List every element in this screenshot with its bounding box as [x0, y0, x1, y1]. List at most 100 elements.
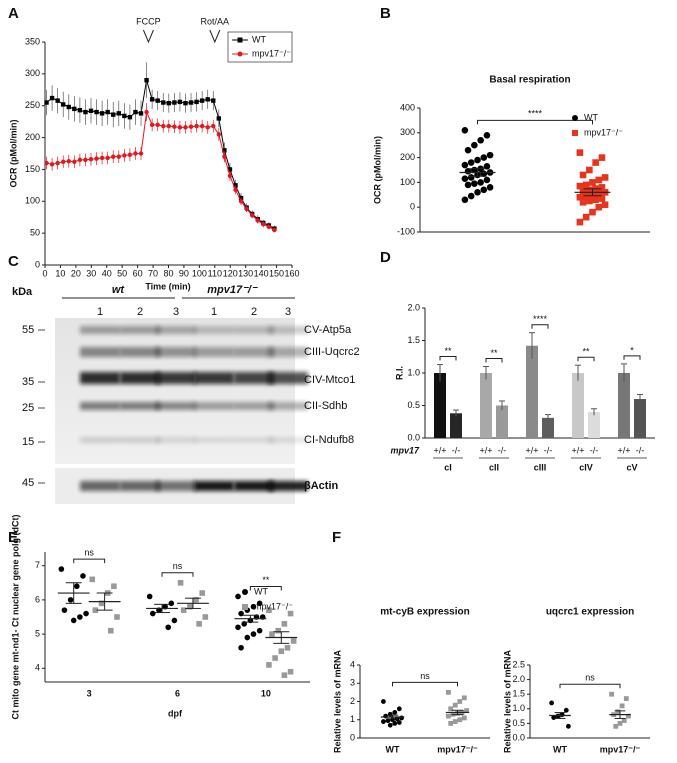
bar: [480, 373, 492, 438]
data-point: [180, 607, 187, 613]
significance-bracket: [623, 355, 641, 360]
data-point: [467, 159, 475, 166]
data-point: [55, 98, 60, 103]
bar: [496, 405, 508, 438]
data-point: [114, 614, 120, 620]
lane-label: 3: [173, 306, 179, 318]
data-point: [92, 607, 99, 613]
data-point: [592, 159, 599, 166]
band-label: CV-Atp5a: [304, 324, 352, 336]
data-point: [177, 99, 183, 105]
lane-label: 2: [137, 306, 143, 318]
x-axis-label: Time (min): [145, 281, 190, 291]
data-point: [592, 196, 599, 204]
y-tick-label: 2: [350, 696, 355, 706]
significance-label: ns: [173, 561, 183, 571]
x-tick-label: cII: [489, 462, 499, 472]
blot-band: [234, 347, 274, 357]
data-point: [77, 614, 83, 620]
y-tick-label: 300: [400, 127, 415, 137]
data-point: [477, 179, 484, 186]
data-point: [149, 610, 156, 617]
data-point: [222, 154, 227, 159]
data-point: [94, 109, 99, 115]
data-point: [589, 179, 596, 186]
data-point: [579, 187, 587, 195]
data-point: [44, 100, 49, 105]
data-point: [99, 111, 105, 116]
x-tick-label: 90: [179, 268, 189, 278]
significance-label: **: [262, 575, 270, 585]
y-tick-label: 1.5: [407, 335, 420, 345]
data-point: [595, 203, 603, 211]
y-tick-label: 300: [25, 68, 40, 78]
blot-band: [80, 437, 120, 443]
significance-label: ns: [420, 671, 430, 681]
data-point: [144, 109, 149, 115]
blot-band: [120, 372, 160, 384]
x-tick-label: 140: [254, 268, 269, 278]
x-tick-label: mpv17⁻/⁻: [437, 744, 478, 754]
blot-band: [80, 372, 120, 384]
data-point: [626, 713, 631, 719]
bar: [526, 345, 538, 438]
data-point: [281, 672, 288, 678]
blot-band: [268, 347, 308, 357]
y-axis-label: Ct mito gene mt-nd1- Ct nuclear gene pol…: [10, 515, 20, 720]
blot-band: [120, 402, 160, 410]
data-point: [61, 159, 66, 164]
data-point: [582, 213, 590, 221]
significance-label: ****: [528, 109, 543, 119]
data-point: [464, 708, 469, 714]
data-point: [72, 106, 77, 112]
data-point: [392, 721, 398, 726]
data-point: [188, 100, 194, 105]
data-point: [381, 699, 386, 704]
data-point: [563, 707, 569, 713]
annotation-arrow: [209, 29, 221, 44]
data-point: [133, 109, 138, 115]
x-tick-label: cV: [626, 462, 637, 472]
blot-band: [234, 481, 274, 491]
x-tick-label: 60: [133, 268, 143, 278]
blot-band: [194, 402, 234, 410]
data-point: [111, 583, 117, 590]
significance-bracket: [439, 356, 457, 361]
data-point: [287, 610, 294, 617]
data-point: [235, 624, 241, 631]
data-point: [55, 160, 60, 166]
data-point: [77, 107, 83, 113]
data-point: [250, 603, 257, 610]
data-point: [77, 157, 83, 163]
significance-bracket: [161, 572, 194, 577]
data-point: [586, 166, 593, 174]
x-tick-label: 20: [71, 268, 81, 278]
data-point: [275, 627, 281, 634]
data-point: [111, 154, 116, 159]
data-point: [88, 108, 94, 114]
data-point: [66, 158, 71, 164]
blot-group: mpv17⁻/⁻: [207, 284, 258, 296]
data-point: [601, 174, 609, 181]
data-point: [227, 173, 233, 178]
data-point: [237, 37, 243, 43]
y-tick-label: 100: [400, 177, 415, 187]
genotype-label: +/+: [433, 445, 446, 455]
y-axis-label: OCR (pMol/min): [372, 136, 382, 204]
annotation: FCCP: [136, 16, 161, 26]
data-point: [572, 130, 578, 136]
y-tick-label: 2.0: [512, 674, 525, 684]
data-point: [483, 176, 491, 184]
band-label: CI-Ndufb8: [304, 434, 354, 446]
lane-label: 3: [285, 306, 291, 318]
data-point: [576, 149, 584, 156]
legend-label: mpv17⁻/⁻: [584, 127, 623, 137]
data-point: [623, 696, 629, 701]
data-point: [89, 576, 96, 583]
lane-label: 2: [251, 306, 257, 318]
blot-band: [234, 372, 274, 384]
data-point: [582, 181, 590, 189]
data-point: [598, 154, 606, 161]
data-point: [399, 715, 404, 721]
data-point: [387, 722, 393, 728]
